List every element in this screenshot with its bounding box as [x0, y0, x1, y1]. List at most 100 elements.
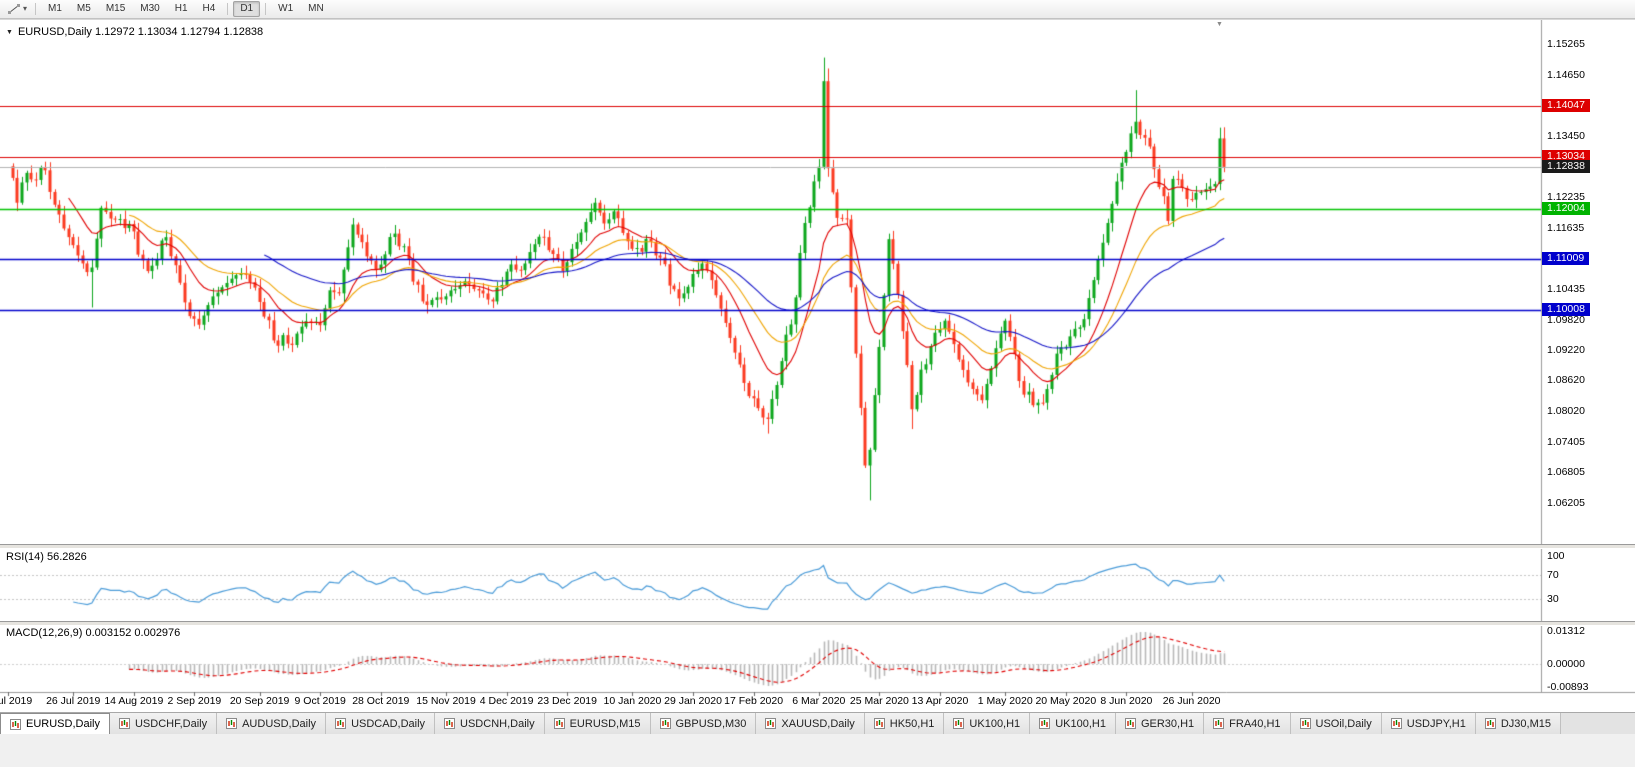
price-axis[interactable]: 1.15265 1.14650 1.13450 1.12235 1.11635 1.104…	[0, 20, 1635, 712]
chart-tab-icon	[953, 718, 965, 729]
chart-window: ▼ EURUSD,Daily 1.12972 1.13034 1.12794 1…	[0, 19, 1635, 713]
timeframe-button-d1[interactable]: D1	[233, 1, 261, 17]
price-axis-label: 1.14650	[1547, 69, 1585, 82]
chart-title: ▼ EURUSD,Daily 1.12972 1.13034 1.12794 1…	[6, 26, 263, 38]
chart-tab-icon	[444, 718, 456, 729]
chart-tab-label: USOil,Daily	[1315, 717, 1372, 730]
price-axis-label: 1.12235	[1547, 191, 1585, 204]
chart-tab-fra40-h1[interactable]: FRA40,H1	[1204, 713, 1291, 734]
dropdown-caret-icon: ▾	[23, 4, 28, 13]
chart-tab-dj30-m15[interactable]: DJ30,M15	[1475, 713, 1561, 734]
chart-tab-icon	[10, 718, 21, 730]
timeframe-button-mn[interactable]: MN	[308, 3, 324, 14]
timeframe-button-h4[interactable]: H4	[202, 3, 216, 14]
timeframe-button-w1[interactable]: W1	[278, 3, 294, 14]
chart-tab-uk100-h1[interactable]: UK100,H1	[1030, 713, 1116, 734]
chart-tab-icon	[1484, 718, 1496, 729]
chart-tab-eurusd-daily[interactable]: EURUSD,Daily	[0, 713, 110, 734]
macd-axis-label: 0.01312	[1547, 625, 1585, 637]
chart-tab-icon	[659, 718, 671, 729]
price-axis-label: 1.06805	[1547, 466, 1585, 479]
timeframe-button-m15[interactable]: M15	[105, 3, 126, 14]
chart-tab-icon	[553, 718, 565, 729]
date-axis-label: 6 Mar 2020	[792, 695, 846, 707]
date-axis-label: 9 Oct 2019	[294, 695, 346, 707]
date-axis-label: 4 Dec 2019	[479, 695, 534, 707]
chart-tab-usdjpy-h1[interactable]: USDJPY,H1	[1381, 713, 1476, 734]
chart-tab-label: EURUSD,Daily	[26, 718, 100, 730]
panel-resize-handle-rsi[interactable]	[0, 544, 1635, 549]
timeframe-button-m30[interactable]: M30	[140, 3, 160, 14]
date-axis-label: 8 Jun 2020	[1100, 695, 1153, 707]
date-axis-label: 15 Nov 2019	[416, 695, 476, 707]
date-axis-label: 14 Aug 2019	[104, 695, 164, 707]
chart-title-text: EURUSD,Daily 1.12972 1.13034 1.12794 1.1…	[17, 26, 264, 38]
chart-tab-icon	[1299, 718, 1311, 729]
chart-tab-gbpusd-m30[interactable]: GBPUSD,M30	[650, 713, 757, 734]
price-chart-canvas[interactable]	[0, 20, 1635, 713]
price-axis-label: 1.09820	[1547, 313, 1585, 326]
chart-tab-icon	[1213, 718, 1225, 729]
date-axis-label: 17 Feb 2020	[724, 695, 784, 707]
rsi-axis-label: 100	[1547, 550, 1565, 562]
price-axis-label: 1.08620	[1547, 374, 1585, 387]
chart-tab-icon	[1390, 718, 1402, 729]
date-axis-label: 2 Sep 2019	[167, 695, 222, 707]
chart-tab-usdchf-daily[interactable]: USDCHF,Daily	[109, 713, 218, 734]
chart-tab-audusd-daily[interactable]: AUDUSD,Daily	[217, 713, 327, 734]
timeframe-button-m5[interactable]: M5	[76, 3, 91, 14]
chart-tab-label: AUDUSD,Daily	[242, 717, 317, 730]
chart-tab-eurusd-m15[interactable]: EURUSD,M15	[544, 713, 651, 734]
chart-tab-label: XAUUSD,Daily	[781, 717, 855, 730]
chart-tab-label: GER30,H1	[1140, 717, 1195, 730]
date-axis-label: 23 Dec 2019	[537, 695, 597, 707]
rsi-label: RSI(14) 56.2826	[6, 551, 87, 563]
panel-resize-handle-macd[interactable]	[0, 621, 1635, 626]
draw-tool-button[interactable]: ▾	[4, 3, 30, 15]
chart-tab-label: HK50,H1	[889, 717, 935, 730]
chart-tab-label: UK100,H1	[969, 717, 1021, 730]
date-axis-label: 26 Jun 2020	[1162, 695, 1221, 707]
chart-tab-usdcnh-daily[interactable]: USDCNH,Daily	[435, 713, 545, 734]
chart-tab-label: UK100,H1	[1055, 717, 1106, 730]
timeframe-button-m1[interactable]: M1	[48, 3, 62, 14]
chart-tab-icon	[118, 718, 130, 729]
macd-axis: 0.01312 0.00000 -0.00893	[0, 20, 1635, 712]
macd-label: MACD(12,26,9) 0.003152 0.002976	[6, 627, 181, 639]
chart-tab-ger30-h1[interactable]: GER30,H1	[1115, 713, 1205, 734]
chart-tab-icon	[335, 718, 347, 729]
timeframe-button-h1[interactable]: H1	[174, 3, 188, 14]
price-axis-badge: 1.11009	[1542, 252, 1590, 266]
price-axis-label: 1.10435	[1547, 282, 1585, 295]
rsi-axis-label: 70	[1547, 568, 1559, 581]
date-axis-label: 29 Jan 2020	[664, 695, 722, 707]
date-axis-label: 13 Apr 2020	[911, 695, 969, 707]
chart-tab-icon	[1124, 718, 1136, 729]
date-axis-label: 8 Jul 2019	[0, 695, 33, 707]
rsi-axis: 100 70 30	[0, 20, 1635, 712]
price-axis-label: 1.15265	[1547, 37, 1585, 50]
macd-axis-label: -0.00893	[1547, 681, 1589, 693]
toolbar-separator	[227, 3, 229, 15]
date-axis-label: 20 Sep 2019	[229, 695, 290, 707]
price-axis-label: 1.13450	[1547, 129, 1585, 142]
chart-shift-marker: ▼	[1216, 21, 1223, 28]
price-axis-badge: 1.10008	[1542, 303, 1590, 317]
price-axis-label: 1.06205	[1547, 496, 1585, 509]
chart-tab-label: FRA40,H1	[1229, 717, 1281, 730]
price-axis-badge: 1.12838	[1542, 159, 1590, 173]
chart-tab-icon	[873, 718, 885, 729]
price-axis-label: 1.07405	[1547, 435, 1585, 448]
chart-tab-xauusd-daily[interactable]: XAUUSD,Daily	[756, 713, 865, 734]
collapse-icon[interactable]: ▼	[6, 28, 13, 36]
chart-tab-usoil-daily[interactable]: USOil,Daily	[1290, 713, 1382, 734]
chart-tab-label: USDJPY,H1	[1406, 717, 1466, 730]
chart-tab-hk50-h1[interactable]: HK50,H1	[864, 713, 945, 734]
chart-tab-uk100-h1[interactable]: UK100,H1	[944, 713, 1031, 734]
chart-tab-icon	[1039, 718, 1051, 729]
toolbar-separator	[35, 3, 37, 15]
chart-tab-usdcad-daily[interactable]: USDCAD,Daily	[326, 713, 436, 734]
chart-tabs: EURUSD,Daily USDCHF,Daily AUDUSD,Daily USDC…	[0, 712, 1635, 734]
chart-tab-label: EURUSD,M15	[569, 717, 641, 730]
